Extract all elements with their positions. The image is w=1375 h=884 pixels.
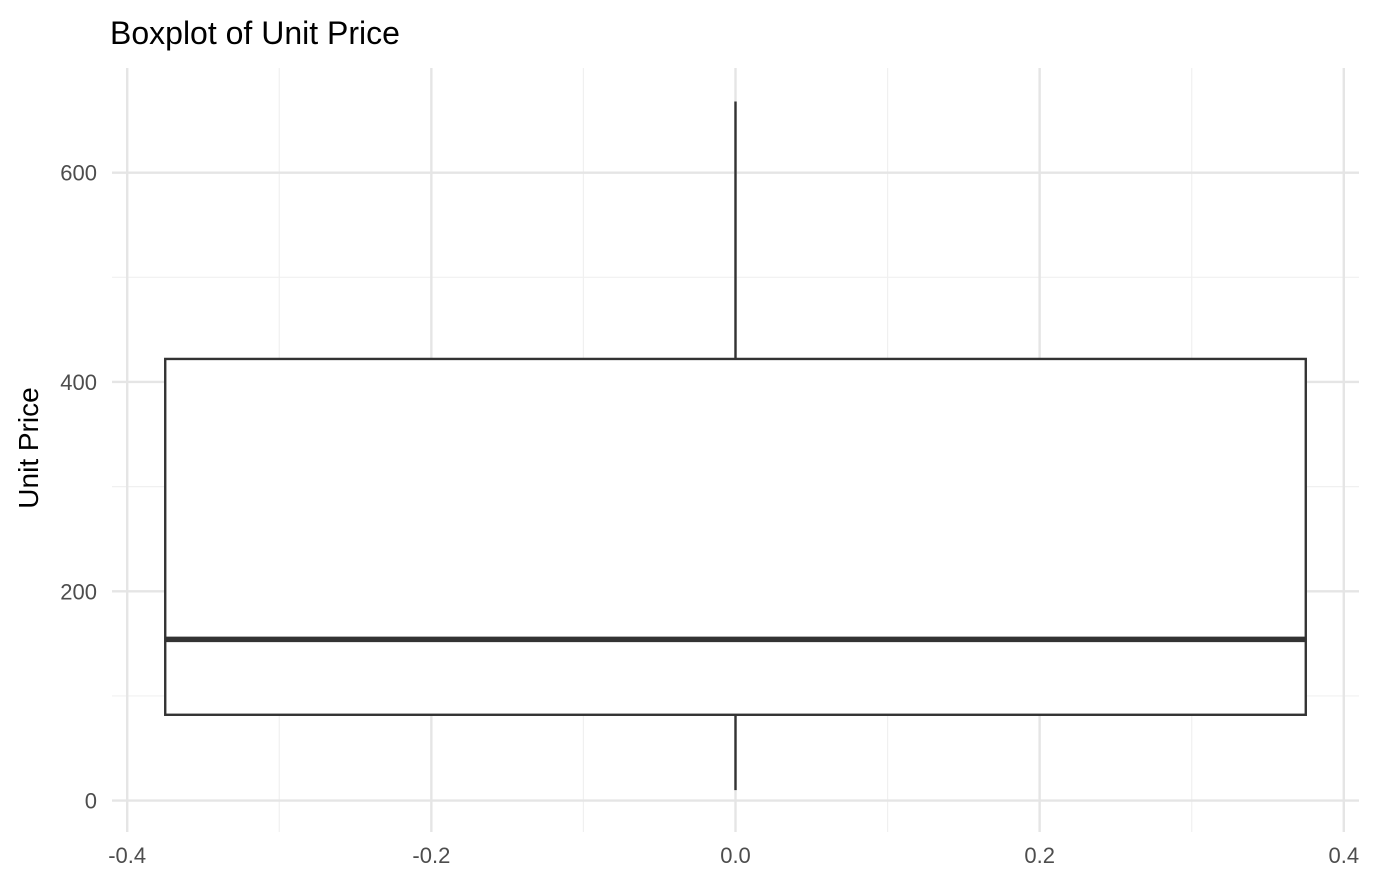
- x-tick-label: 0.0: [720, 843, 751, 868]
- x-tick-label: 0.2: [1024, 843, 1055, 868]
- box-layer: [164, 101, 1307, 791]
- y-tick-label: 200: [60, 579, 97, 604]
- chart-title: Boxplot of Unit Price: [110, 15, 400, 51]
- x-tick-labels: -0.4 -0.2 0.0 0.2 0.4: [108, 843, 1359, 868]
- x-tick-label: -0.2: [412, 843, 450, 868]
- x-tick-label: 0.4: [1328, 843, 1359, 868]
- y-axis-title: Unit Price: [13, 387, 44, 508]
- y-tick-label: 400: [60, 370, 97, 395]
- y-tick-label: 600: [60, 161, 97, 186]
- y-tick-labels: 0 200 400 600: [60, 161, 97, 814]
- iqr-box: [164, 357, 1307, 716]
- y-tick-label: 0: [85, 789, 97, 814]
- x-tick-label: -0.4: [108, 843, 146, 868]
